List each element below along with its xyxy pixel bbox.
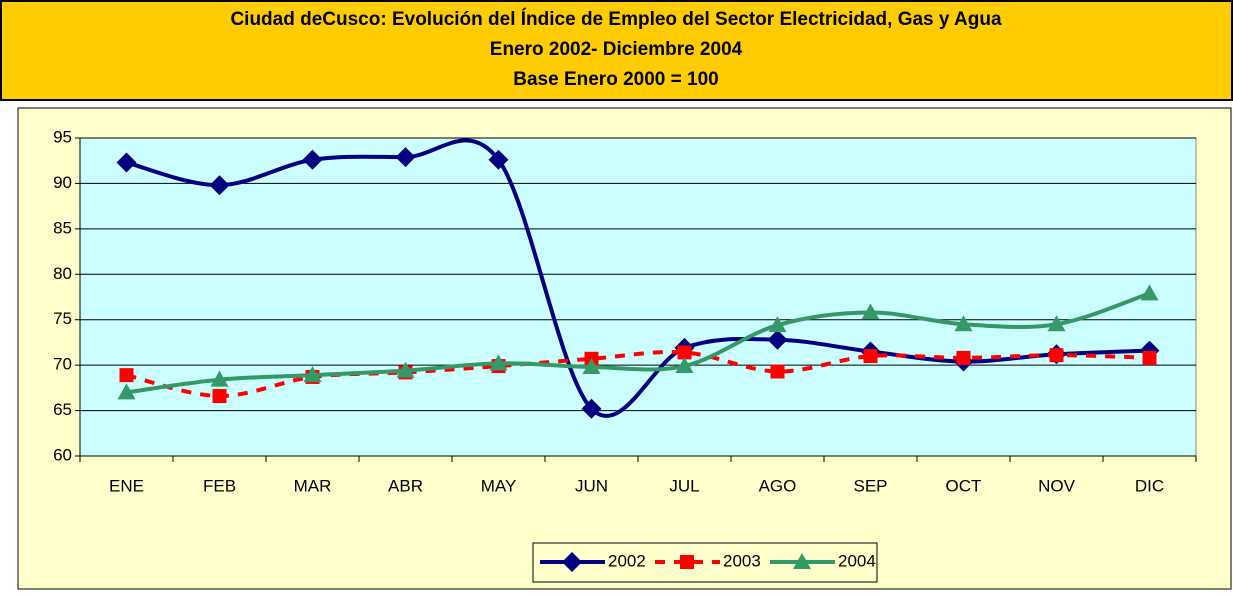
y-tick-label: 80 — [53, 264, 72, 283]
y-tick-label: 95 — [53, 127, 72, 146]
chart-subtitle: Enero 2002- Diciembre 2004 — [490, 39, 743, 60]
marker — [768, 316, 787, 333]
marker — [956, 350, 971, 365]
x-tick-label: NOV — [1038, 476, 1076, 495]
y-tick-label: 65 — [53, 400, 72, 419]
marker — [677, 345, 692, 360]
marker — [1140, 284, 1159, 301]
marker — [119, 368, 134, 383]
series-line — [126, 350, 1150, 399]
plot-area — [79, 137, 1197, 457]
x-tick-label: MAR — [294, 476, 332, 495]
legend-marker — [680, 555, 694, 569]
series-line — [126, 291, 1151, 395]
x-tick-label: JUN — [575, 476, 608, 495]
marker — [489, 354, 508, 371]
marker — [210, 370, 229, 387]
marker — [1142, 350, 1157, 365]
chart-title: Ciudad deCusco: Evolución del Índice de … — [230, 8, 1002, 30]
marker — [212, 389, 227, 404]
title-box — [0, 0, 1233, 101]
legend-marker — [793, 553, 811, 569]
legend-label: 2004 — [838, 551, 876, 570]
marker — [770, 364, 785, 379]
marker — [1047, 315, 1066, 332]
x-tick-label: ENE — [109, 476, 144, 495]
x-tick-label: OCT — [946, 476, 982, 495]
marker — [116, 152, 137, 173]
marker — [954, 315, 973, 332]
marker — [582, 357, 601, 374]
x-tick-label: ABR — [388, 476, 423, 495]
y-tick-label: 60 — [53, 445, 72, 464]
legend-label: 2002 — [608, 551, 646, 570]
x-tick-label: JUL — [669, 476, 699, 495]
x-tick-label: DIC — [1135, 476, 1164, 495]
legend-label: 2003 — [723, 551, 761, 570]
marker — [302, 149, 323, 170]
y-tick-label: 90 — [53, 173, 72, 192]
x-tick-label: AGO — [759, 476, 797, 495]
marker — [767, 329, 788, 350]
marker — [581, 398, 602, 419]
y-tick-label: 70 — [53, 355, 72, 374]
marker — [209, 175, 230, 196]
x-tick-label: FEB — [203, 476, 236, 495]
x-tick-label: SEP — [853, 476, 887, 495]
chart-subtitle: Base Enero 2000 = 100 — [513, 69, 718, 90]
marker — [488, 149, 509, 170]
marker — [1049, 348, 1064, 363]
marker — [395, 147, 416, 168]
marker — [396, 361, 415, 378]
marker — [303, 366, 322, 383]
legend-marker — [562, 552, 582, 572]
marker — [861, 303, 880, 320]
marker — [117, 383, 136, 400]
marker — [863, 349, 878, 364]
y-tick-label: 85 — [53, 218, 72, 237]
marker — [675, 357, 694, 374]
y-tick-label: 75 — [53, 309, 72, 328]
x-tick-label: MAY — [481, 476, 517, 495]
